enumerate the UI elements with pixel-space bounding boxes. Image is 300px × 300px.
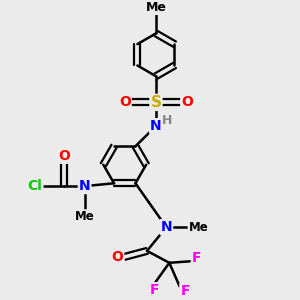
Text: O: O (111, 250, 123, 264)
Text: F: F (180, 284, 190, 298)
Text: Me: Me (146, 1, 167, 14)
Text: N: N (160, 220, 172, 234)
Text: F: F (150, 283, 159, 297)
Text: N: N (150, 119, 162, 133)
Text: H: H (162, 114, 172, 127)
Text: O: O (181, 95, 193, 109)
Text: Cl: Cl (28, 179, 42, 193)
Text: N: N (79, 179, 90, 193)
Text: Me: Me (75, 210, 94, 223)
Text: Me: Me (189, 220, 208, 234)
Text: F: F (192, 251, 201, 265)
Text: O: O (119, 95, 131, 109)
Text: S: S (150, 95, 161, 110)
Text: O: O (58, 149, 70, 163)
